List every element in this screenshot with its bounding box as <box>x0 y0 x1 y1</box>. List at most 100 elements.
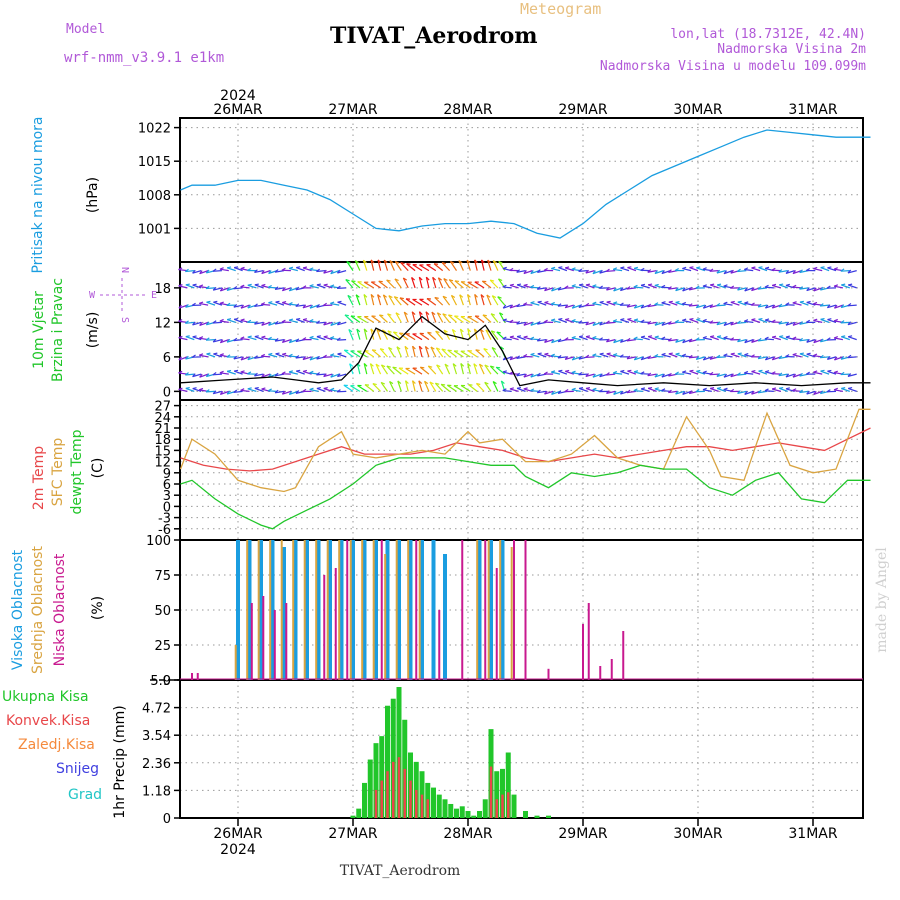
wind-barb <box>530 373 540 378</box>
wind-barb-head <box>395 312 400 316</box>
wind-barb-head <box>736 320 741 324</box>
wind-barb <box>440 383 450 392</box>
wind-barb-head <box>345 279 350 282</box>
wind-barb <box>466 259 471 271</box>
wind-barb-head <box>281 339 286 343</box>
wind-barb-head <box>377 259 382 264</box>
dewpt-line <box>180 457 871 530</box>
wind-barb <box>779 335 788 341</box>
precip-total-bar <box>534 815 540 818</box>
wind-barb <box>578 373 588 376</box>
wind-barb-head <box>682 266 687 270</box>
cloud-high-bar <box>270 540 275 680</box>
wind-barb-head <box>605 372 610 376</box>
wind-barb-head <box>479 363 484 367</box>
cloud-mid-bar <box>384 554 387 680</box>
dewpt-ylabel-text: dewpt Temp <box>69 429 85 514</box>
wind-barb-head <box>336 389 341 393</box>
wind-barb <box>599 301 609 306</box>
wind-barb-head <box>661 336 666 340</box>
precip-total-bar <box>396 687 402 818</box>
wind-barb <box>268 302 278 306</box>
wind-barb-head <box>558 317 563 320</box>
wind-barb <box>516 373 526 377</box>
top-day-label: 26MAR <box>213 102 262 118</box>
wind-barb <box>696 267 706 272</box>
wind-barb <box>483 348 492 358</box>
wind-barb-head <box>330 321 334 326</box>
wind-barb <box>350 315 361 323</box>
wind-barb-head <box>516 372 521 377</box>
wind-barb <box>537 390 547 394</box>
wind-barb <box>730 301 740 306</box>
wind-barb <box>302 267 312 272</box>
panel-frame <box>179 399 864 541</box>
wind-barb <box>827 267 837 272</box>
cloud-low-bar <box>196 673 199 680</box>
wind-barb-head <box>267 284 272 288</box>
wind-barb-head <box>234 317 239 320</box>
ytick-label: 18 <box>154 282 171 297</box>
wind-barb-head <box>813 339 817 344</box>
wind-barb <box>627 318 637 323</box>
wind-barb-head <box>578 387 584 390</box>
wind-barb <box>792 321 802 326</box>
wind-barb-head <box>764 336 769 340</box>
wind-barb-head <box>247 304 251 309</box>
wind-barb-head <box>419 311 423 315</box>
wind-barb-head <box>633 266 639 270</box>
wind-barb-head <box>346 260 351 264</box>
cloud-high-bar <box>259 540 263 680</box>
wind-barb-head <box>389 380 394 385</box>
wind-barb-head <box>288 339 293 344</box>
cloud-high-bar <box>293 540 298 680</box>
wind-barb-head <box>240 370 245 373</box>
wind-barb-head <box>226 390 231 395</box>
wind-barb-head <box>744 287 748 292</box>
wind-barb-head <box>847 269 852 274</box>
wind-barb <box>833 285 844 289</box>
wind-barb-head <box>428 365 433 368</box>
wind-barb-head <box>240 266 245 270</box>
wind-barb <box>443 278 451 289</box>
cloud-low-bar <box>380 540 383 680</box>
wind-unit-text: (m/s) <box>85 312 101 349</box>
wind-barb <box>634 356 643 361</box>
wind-barb <box>296 266 305 272</box>
wind-barb-head <box>323 321 327 326</box>
wind-barb <box>544 287 554 292</box>
wind-barb-head <box>406 263 411 265</box>
wind-barb-head <box>536 321 541 325</box>
wind-barb <box>199 373 209 378</box>
wind-barb-head <box>833 370 838 374</box>
wind-barb-head <box>387 330 392 333</box>
wind-barb-head <box>619 287 624 291</box>
wind-barb <box>516 284 526 289</box>
wind-barb-head <box>178 356 182 361</box>
wind-barb-head <box>723 335 728 339</box>
wind-barb <box>792 338 802 341</box>
wind-barb <box>441 262 451 272</box>
wind-barb <box>682 371 692 375</box>
wind-barb-head <box>316 372 321 376</box>
wind-barb-head <box>496 366 501 369</box>
wind-barb-head <box>516 269 521 273</box>
wind-barb-head <box>598 388 603 393</box>
wind-barb-head <box>585 373 590 377</box>
wind-barb <box>716 387 726 392</box>
wind-barb <box>503 356 512 361</box>
wind-barb-head <box>668 321 672 325</box>
top-day-label: 29MAR <box>558 102 607 118</box>
wind-barb-head <box>592 270 596 275</box>
wind-barb-head <box>695 389 700 393</box>
wind-barb-head <box>592 301 597 305</box>
wind-barb <box>447 314 457 323</box>
wind-ylabel: 10m Vjetar <box>31 291 47 369</box>
wind-barb <box>346 261 354 271</box>
wind-barb-head <box>585 335 591 338</box>
pressure-unit-text: (hPa) <box>85 177 101 213</box>
wind-barb <box>423 381 430 392</box>
wind-barb-head <box>674 319 679 323</box>
cloud-low-bar <box>513 540 515 680</box>
wind-barb <box>398 332 409 341</box>
